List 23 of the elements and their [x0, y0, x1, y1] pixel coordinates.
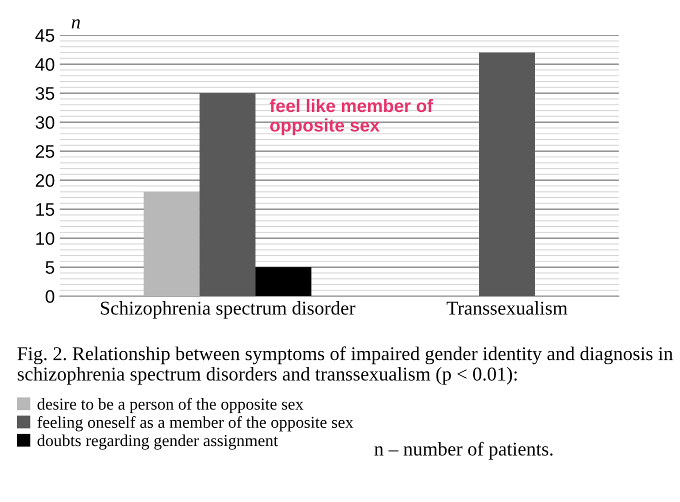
- annotation: feel like member of opposite sex: [270, 98, 434, 136]
- bar: [200, 93, 256, 296]
- bar: [144, 192, 200, 296]
- x-tick-label: Transsexualism: [446, 301, 568, 315]
- y-tick-label: 5: [46, 261, 54, 274]
- bar: [255, 267, 312, 296]
- y-tick-label: 10: [36, 232, 54, 245]
- text: n – number of patients.: [374, 442, 553, 460]
- y-tick-label: 45: [35, 29, 54, 42]
- y-tick-label: 30: [36, 116, 54, 129]
- legend-label: desire to be a person of the opposite sex: [38, 398, 304, 414]
- bar: [479, 52, 535, 296]
- y-tick-label: 25: [36, 145, 54, 158]
- y-tick-label: 0: [46, 290, 54, 303]
- y-axis-title: n: [72, 19, 80, 28]
- legend-label: feeling oneself as a member of the opposite sex: [37, 416, 354, 432]
- y-tick-label: 15: [36, 203, 54, 216]
- caption: Fig. 2. Relationship between symptoms of impaired gender identity and diagnosis in schizophrenia spectrum disorders and transsexualism (p < 0.01):: [18, 346, 673, 385]
- y-tick-label: 35: [36, 87, 54, 100]
- x-tick-label: Schizophrenia spectrum disorder: [100, 301, 356, 319]
- y-tick-label: 40: [35, 58, 54, 71]
- legend-label: doubts regarding gender assignment: [38, 434, 278, 450]
- y-tick-label: 20: [36, 174, 54, 187]
